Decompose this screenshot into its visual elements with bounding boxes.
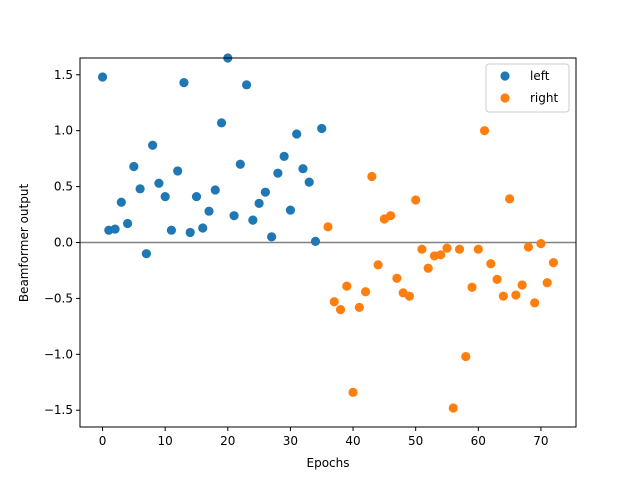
- point-right-8: [373, 260, 383, 270]
- point-right-26: [486, 259, 496, 269]
- point-left-16: [198, 223, 208, 233]
- y-tick-label-1: −1.0: [44, 347, 73, 361]
- point-left-26: [260, 187, 270, 197]
- point-left-10: [160, 192, 170, 202]
- point-left-27: [267, 232, 277, 242]
- point-right-25: [479, 126, 490, 136]
- point-left-23: [241, 80, 252, 90]
- point-left-9: [154, 178, 164, 188]
- point-right-5: [354, 302, 364, 312]
- point-left-24: [248, 215, 258, 225]
- point-left-18: [210, 185, 220, 195]
- point-right-21: [454, 244, 465, 254]
- point-right-6: [360, 287, 371, 297]
- y-tick-label-5: 1.0: [54, 124, 73, 138]
- point-right-36: [548, 258, 559, 268]
- y-tick-label-0: −1.5: [44, 403, 73, 417]
- point-right-35: [542, 278, 552, 288]
- point-right-7: [367, 171, 377, 182]
- point-right-31: [517, 280, 527, 290]
- point-right-28: [498, 291, 508, 301]
- point-left-21: [229, 211, 239, 221]
- legend-marker-left: [500, 71, 510, 81]
- y-axis-label: Beamformer output: [17, 184, 31, 303]
- point-left-4: [122, 218, 133, 229]
- point-right-23: [467, 282, 477, 292]
- point-right-13: [404, 291, 415, 301]
- point-left-11: [166, 225, 177, 235]
- point-right-32: [523, 242, 534, 252]
- y-tick-label-2: −0.5: [44, 291, 73, 305]
- point-right-4: [348, 387, 358, 397]
- point-right-1: [329, 297, 339, 307]
- point-right-11: [392, 273, 402, 283]
- point-right-10: [386, 211, 396, 221]
- point-right-15: [417, 244, 427, 254]
- x-tick-label-6: 60: [471, 434, 486, 448]
- point-left-8: [148, 140, 158, 150]
- point-left-6: [135, 184, 145, 194]
- x-tick-label-5: 50: [408, 434, 423, 448]
- legend: left right: [485, 63, 570, 113]
- x-axis-label: Epochs: [307, 456, 350, 470]
- x-tick-label-3: 30: [283, 434, 298, 448]
- point-right-20: [448, 403, 458, 413]
- point-left-35: [317, 123, 327, 134]
- point-left-0: [97, 72, 108, 82]
- point-left-15: [191, 192, 202, 202]
- point-left-12: [173, 166, 183, 176]
- y-tick-label-4: 0.5: [54, 180, 73, 194]
- x-tick-label-0: 0: [99, 434, 107, 448]
- point-left-7: [141, 249, 151, 259]
- point-left-34: [310, 236, 321, 246]
- point-left-3: [116, 197, 126, 207]
- point-left-2: [110, 224, 120, 234]
- plot-area: [79, 53, 577, 428]
- point-right-14: [411, 195, 421, 205]
- point-right-22: [461, 351, 471, 362]
- point-left-22: [235, 159, 245, 169]
- point-right-2: [335, 304, 346, 315]
- legend-marker-right: [500, 93, 510, 103]
- point-left-33: [304, 177, 314, 187]
- point-left-29: [279, 151, 289, 161]
- x-tick-label-4: 40: [345, 434, 360, 448]
- y-axis: −1.5 −1.0 −0.5 0.0 0.5 1.0 1.5: [44, 68, 80, 417]
- legend-label-right: right: [530, 91, 558, 105]
- point-right-0: [323, 222, 333, 232]
- y-tick-label-3: 0.0: [54, 236, 73, 250]
- point-left-5: [129, 161, 139, 172]
- x-tick-label-2: 20: [220, 434, 235, 448]
- point-right-19: [442, 243, 452, 253]
- legend-label-left: left: [530, 69, 550, 83]
- point-left-17: [204, 206, 214, 216]
- point-right-18: [436, 250, 446, 260]
- point-right-33: [530, 298, 540, 308]
- point-right-3: [342, 281, 352, 291]
- point-right-24: [473, 244, 483, 254]
- point-left-19: [216, 118, 227, 128]
- x-tick-label-7: 70: [533, 434, 548, 448]
- point-left-30: [285, 205, 296, 215]
- series-left: [97, 53, 327, 259]
- point-left-31: [292, 129, 302, 139]
- point-right-30: [511, 290, 521, 300]
- x-axis: 0 10 20 30 40 50 60 70: [99, 427, 549, 448]
- point-right-16: [423, 263, 433, 273]
- point-left-14: [185, 227, 195, 238]
- point-left-28: [273, 168, 283, 178]
- x-tick-label-1: 10: [158, 434, 173, 448]
- point-right-34: [536, 239, 546, 249]
- point-left-13: [179, 78, 189, 88]
- point-right-29: [505, 194, 515, 204]
- point-left-32: [298, 164, 308, 174]
- point-right-27: [492, 274, 502, 284]
- y-tick-label-6: 1.5: [54, 68, 73, 82]
- point-left-25: [254, 198, 264, 208]
- series-right: [323, 126, 559, 413]
